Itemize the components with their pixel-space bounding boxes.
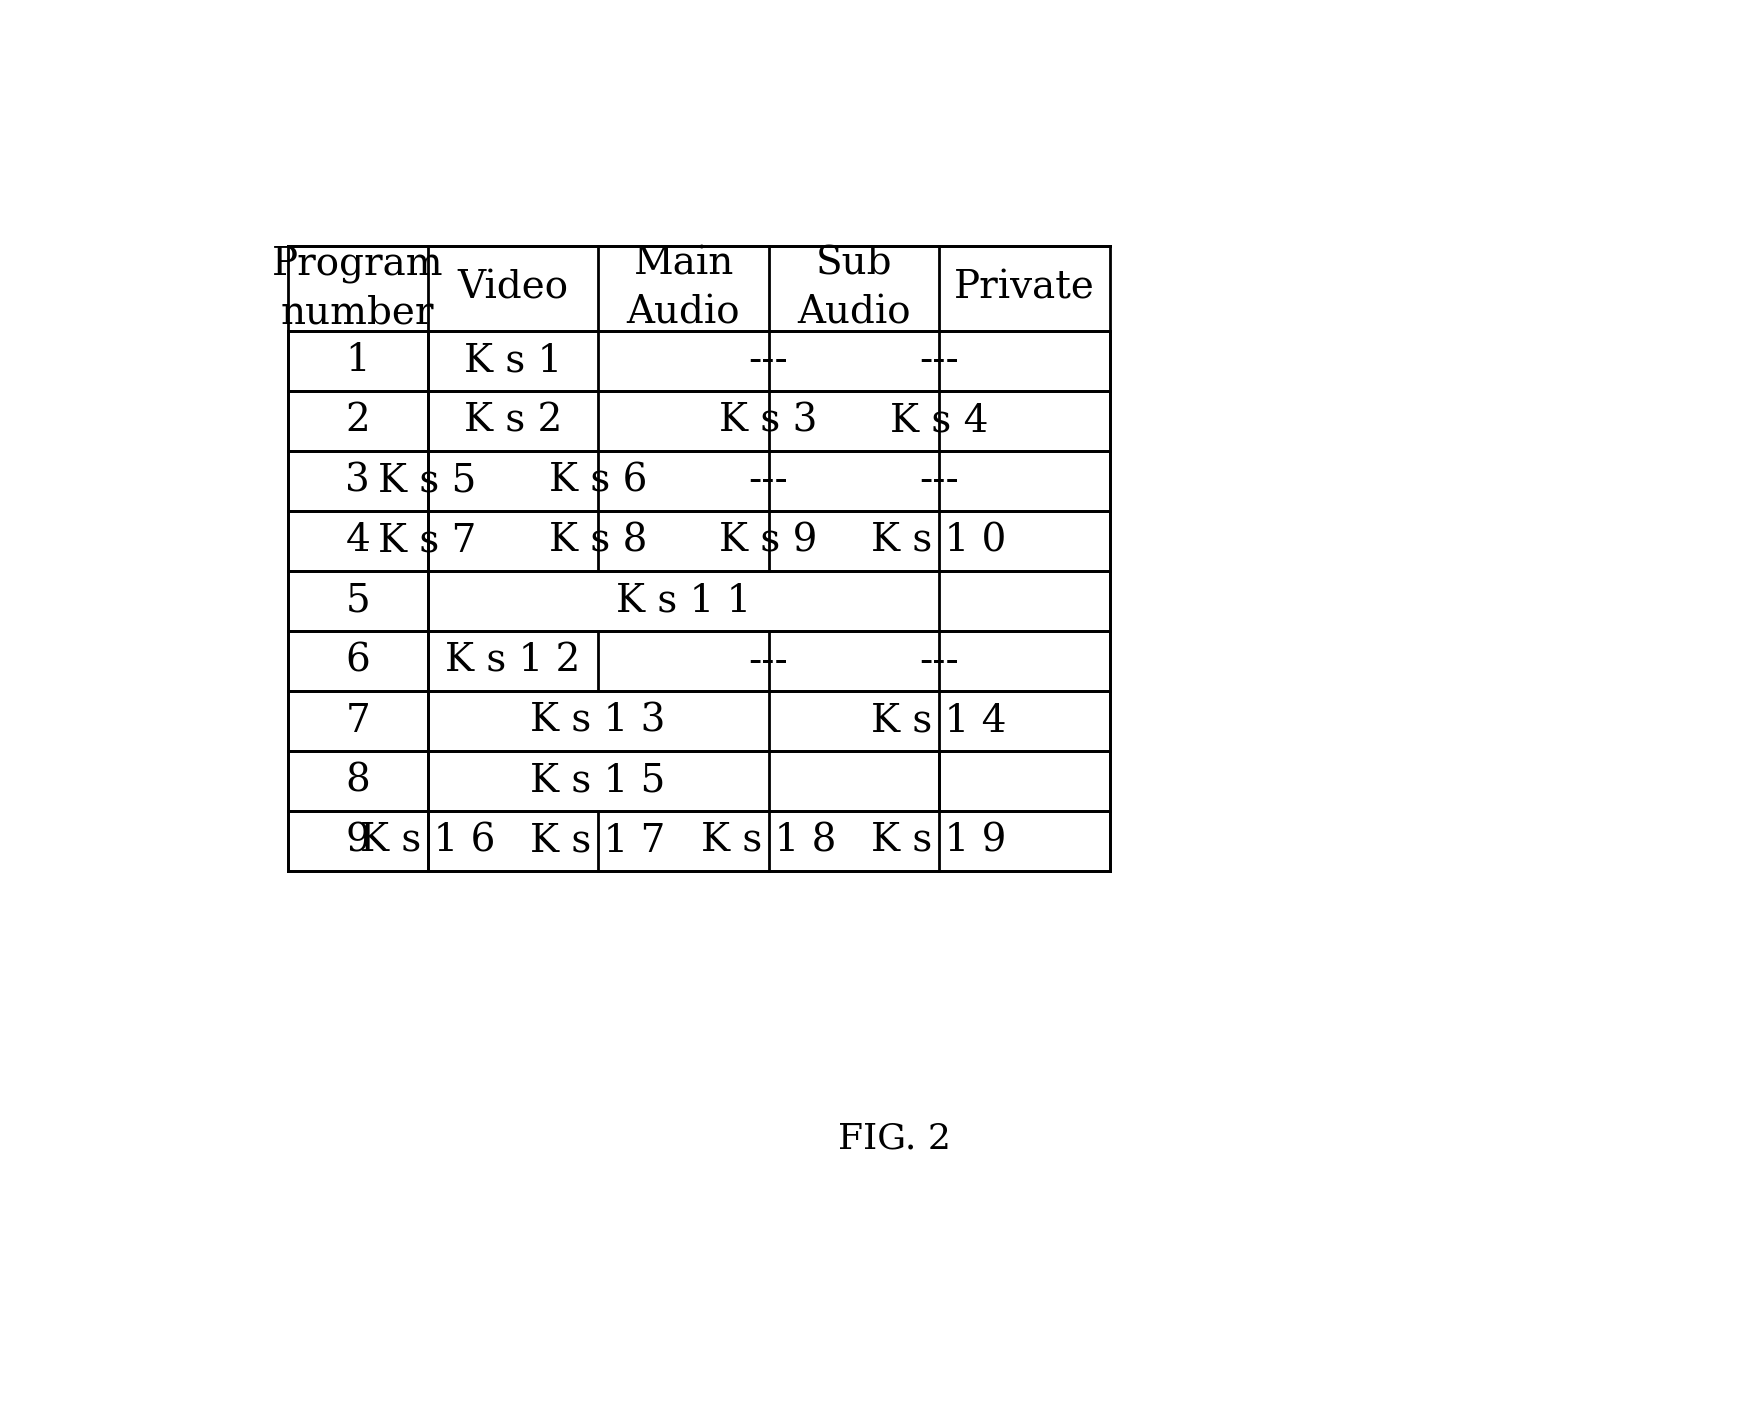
Text: K s 8: K s 8	[548, 523, 648, 559]
Text: K s 7: K s 7	[379, 523, 477, 559]
Text: K s 6: K s 6	[548, 462, 648, 499]
Text: Main
Audio: Main Audio	[627, 245, 740, 331]
Text: Program
number: Program number	[272, 245, 443, 331]
Text: ---: ---	[918, 462, 959, 499]
Text: ---: ---	[749, 643, 789, 679]
Text: K s 1 8: K s 1 8	[700, 823, 836, 859]
Text: 2: 2	[346, 403, 370, 440]
Text: K s 2: K s 2	[463, 403, 562, 440]
Text: 5: 5	[346, 582, 370, 620]
Text: 9: 9	[346, 823, 370, 859]
Text: K s 1 2: K s 1 2	[445, 643, 580, 679]
Text: 8: 8	[346, 762, 370, 800]
Text: Private: Private	[953, 271, 1095, 307]
Text: K s 1 4: K s 1 4	[871, 703, 1007, 740]
Text: ---: ---	[918, 643, 959, 679]
Text: K s 1 6: K s 1 6	[360, 823, 496, 859]
Text: 1: 1	[346, 342, 370, 379]
Text: 4: 4	[346, 523, 370, 559]
Text: K s 1: K s 1	[464, 342, 562, 379]
Text: K s 3: K s 3	[719, 403, 817, 440]
Text: 6: 6	[346, 643, 370, 679]
Text: K s 1 9: K s 1 9	[871, 823, 1007, 859]
Text: Video: Video	[457, 271, 567, 307]
Text: K s 1 3: K s 1 3	[531, 703, 665, 740]
Text: ---: ---	[749, 342, 789, 379]
Text: K s 1 7: K s 1 7	[531, 823, 665, 859]
Text: ---: ---	[918, 342, 959, 379]
Text: K s 1 0: K s 1 0	[871, 523, 1007, 559]
Text: 7: 7	[346, 703, 370, 740]
Text: K s 9: K s 9	[719, 523, 817, 559]
Text: K s 4: K s 4	[890, 403, 988, 440]
Text: K s 5: K s 5	[379, 462, 477, 499]
Text: K s 1 1: K s 1 1	[616, 582, 751, 620]
Text: 3: 3	[346, 462, 370, 499]
Text: Sub
Audio: Sub Audio	[796, 245, 911, 331]
Text: ---: ---	[749, 462, 789, 499]
Text: FIG. 2: FIG. 2	[838, 1122, 952, 1155]
Text: K s 1 5: K s 1 5	[531, 762, 665, 800]
